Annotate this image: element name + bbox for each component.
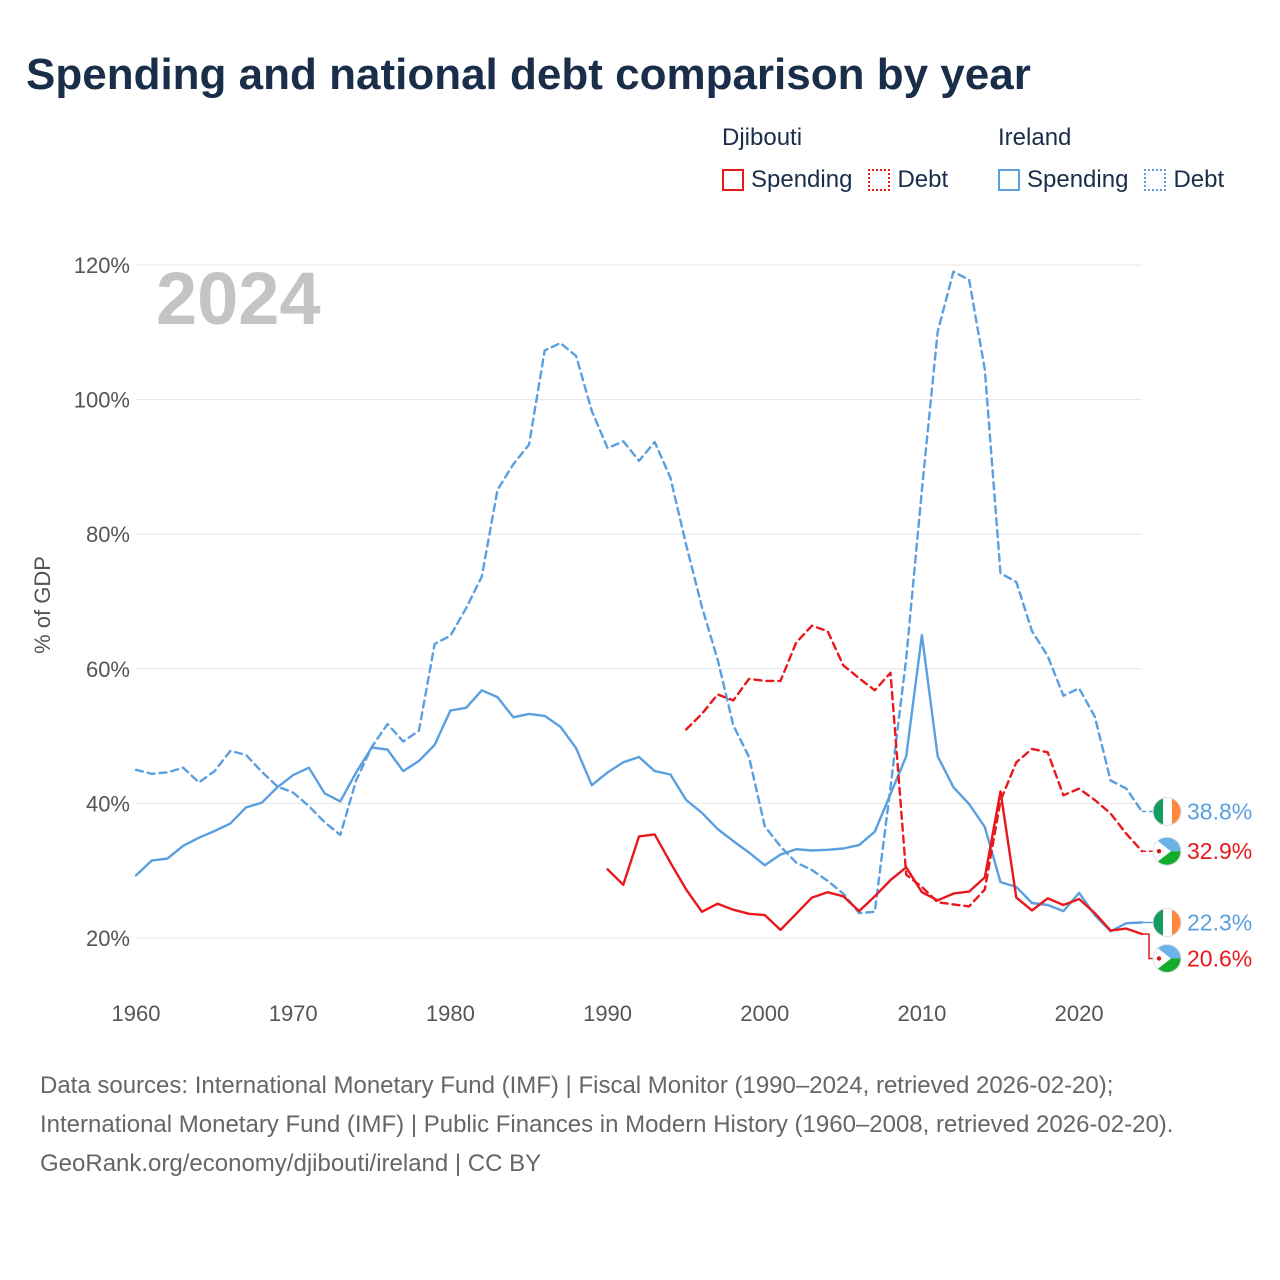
legend-djibouti: Djibouti Spending Debt [722, 124, 964, 194]
legend-item-ireland-spending[interactable]: Spending [998, 166, 1128, 194]
djibouti-flag-icon [1152, 836, 1182, 866]
y-tick-label: 100% [74, 388, 130, 413]
y-axis-label: % of GDP [30, 556, 55, 654]
y-tick-label: 20% [86, 926, 130, 951]
series-layer [134, 270, 1144, 936]
series-line-djibouti-spending [606, 790, 1144, 936]
series-line-ireland-debt [134, 270, 1144, 915]
series-line-djibouti-debt [685, 624, 1144, 908]
djibouti-flag-icon [1152, 944, 1182, 973]
x-tick-label: 2010 [897, 1001, 946, 1026]
chart-title: Spending and national debt comparison by… [26, 50, 1031, 99]
label-connector [1142, 933, 1153, 960]
legend-group-title: Djibouti [722, 124, 803, 151]
solid-swatch-icon [722, 169, 744, 191]
y-tick-label: 80% [86, 522, 130, 547]
chart-plot: 2024 % of GDP 20% 40% 60% 80% 100% 120% 1960 19… [30, 253, 1252, 1026]
x-tick-label: 1960 [112, 1001, 161, 1026]
ireland-flag-icon [1152, 908, 1182, 937]
end-value-label: 22.3% [1187, 910, 1252, 936]
x-tick-label: 1990 [583, 1001, 632, 1026]
chart-footer: Data sources: International Monetary Fun… [40, 1066, 1240, 1183]
legend-ireland: Ireland Spending Debt [998, 124, 1240, 194]
year-watermark: 2024 [156, 257, 321, 340]
attribution-link[interactable]: GeoRank.org/economy/djibouti/ireland | C… [40, 1150, 542, 1177]
series-line-ireland-spending [134, 633, 1144, 933]
solid-swatch-icon [998, 169, 1020, 191]
legend-item-ireland-debt[interactable]: Debt [1144, 166, 1224, 194]
dotted-swatch-icon [868, 169, 891, 191]
y-tick-label: 40% [86, 791, 130, 816]
y-tick-label: 120% [74, 253, 130, 278]
x-tick-label: 1970 [269, 1001, 318, 1026]
end-value-label: 20.6% [1187, 946, 1252, 972]
end-value-label: 32.9% [1187, 838, 1252, 864]
legend-label: Spending [751, 166, 853, 193]
dotted-swatch-icon [1144, 169, 1167, 191]
legend-item-djibouti-debt[interactable]: Debt [868, 166, 948, 194]
x-tick-label: 2000 [740, 1001, 789, 1026]
data-sources-text: Data sources: International Monetary Fun… [40, 1072, 1174, 1138]
endlabel-layer: 38.8% 32.9% 22.3% 20.6% [1142, 797, 1252, 973]
ireland-flag-icon [1152, 797, 1182, 826]
legend-group-title: Ireland [998, 124, 1072, 151]
legend-item-djibouti-spending[interactable]: Spending [722, 166, 852, 194]
legend-label: Debt [1173, 166, 1225, 193]
legend-label: Spending [1027, 166, 1129, 193]
x-tick-label: 2020 [1055, 1001, 1104, 1026]
grid-layer [136, 264, 1142, 939]
axis-layer: 20% 40% 60% 80% 100% 120% 1960 1970 1980 1990 2000… [74, 253, 1104, 1026]
end-value-label: 38.8% [1187, 798, 1252, 824]
x-tick-label: 1980 [426, 1001, 475, 1026]
y-tick-label: 60% [86, 657, 130, 682]
legend-label: Debt [897, 166, 949, 193]
